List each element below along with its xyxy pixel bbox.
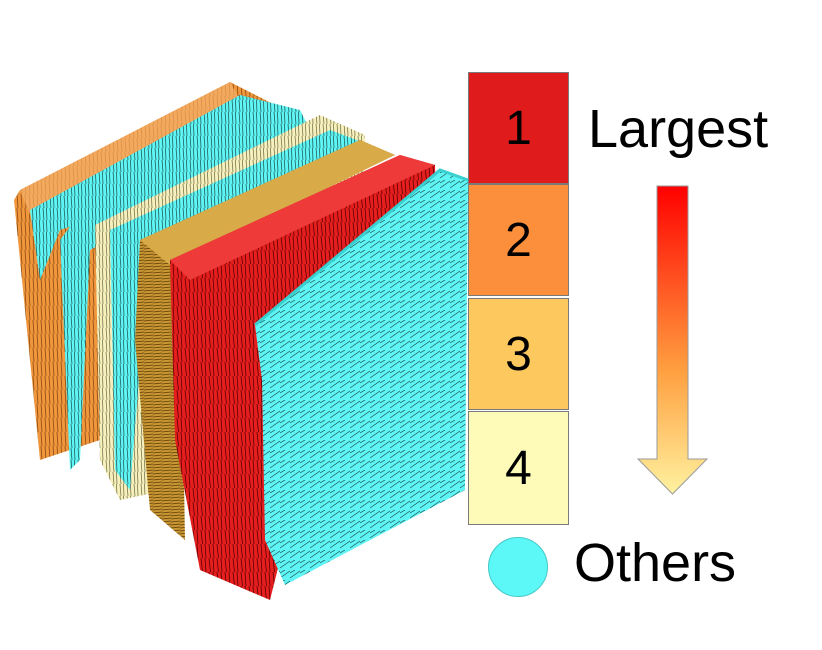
layer-others-front [254,168,469,585]
others-swatch [488,537,548,597]
layer-others-mid [110,130,370,490]
segmented-fiber-volume [14,82,469,600]
legend-rank-4: 4 [468,411,569,525]
others-label: Others [574,533,737,593]
legend-rank-4-label: 4 [505,441,532,495]
legend-rank-3-label: 3 [505,327,532,381]
legend-rank-3: 3 [468,298,569,410]
legend-rank-1-label: 1 [505,101,532,155]
layer-others-back [30,95,310,470]
rank-order-arrow-icon [636,185,709,495]
largest-label: Largest [588,99,769,159]
layer-rank-3 [135,140,395,540]
legend-rank-1: 1 [468,72,569,184]
legend-rank-2: 2 [468,184,569,296]
legend-rank-2-label: 2 [505,213,532,267]
